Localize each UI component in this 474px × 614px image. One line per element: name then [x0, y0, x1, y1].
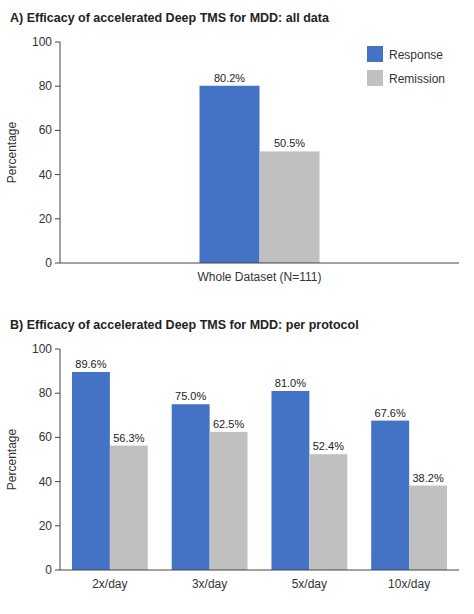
bar: [260, 151, 320, 263]
x-tick-label: Whole Dataset (N=111): [198, 270, 322, 284]
bar: [309, 454, 347, 570]
data-label: 38.2%: [412, 472, 443, 484]
y-tick: [55, 42, 60, 43]
bar: [409, 486, 447, 570]
y-axis: [60, 349, 61, 570]
title: A) Efficacy of accelerated Deep TMS for …: [10, 11, 330, 25]
bar: [271, 391, 309, 570]
data-label: 52.4%: [313, 440, 344, 452]
data-label: 50.5%: [274, 137, 305, 149]
y-axis-label: Percentage: [5, 121, 19, 183]
y-tick-label: 20: [39, 519, 53, 533]
y-tick: [55, 263, 60, 264]
y-tick: [55, 130, 60, 131]
y-tick-label: 20: [39, 212, 53, 226]
data-label: 80.2%: [214, 72, 245, 84]
title: B) Efficacy of accelerated Deep TMS for …: [10, 318, 359, 332]
data-label: 56.3%: [113, 432, 144, 444]
bars: [200, 86, 320, 263]
y-tick-label: 40: [39, 168, 53, 182]
y-tick-label: 0: [45, 256, 52, 270]
figure: A) Efficacy of accelerated Deep TMS for …: [0, 0, 474, 614]
y-tick: [55, 86, 60, 87]
y-tick: [55, 437, 60, 438]
x-tick-label: 2x/day: [92, 577, 127, 591]
panel: B) Efficacy of accelerated Deep TMS for …: [5, 318, 459, 591]
bars: [72, 372, 447, 570]
x-tick-label: 5x/day: [292, 577, 327, 591]
bar: [110, 446, 148, 570]
y-tick: [55, 481, 60, 482]
x-axis: [60, 570, 459, 571]
y-axis-label: Percentage: [5, 428, 19, 490]
y-tick: [55, 218, 60, 219]
data-label: 75.0%: [175, 390, 206, 402]
legend-swatch: [367, 46, 383, 62]
legend-swatch: [367, 70, 383, 86]
y-tick: [55, 174, 60, 175]
y-tick-label: 0: [45, 563, 52, 577]
bar: [210, 432, 248, 570]
y-axis: [60, 42, 61, 263]
y-tick-label: 100: [32, 35, 52, 49]
labels: 80.2% 50.5%: [214, 72, 305, 150]
legend: Response Remission: [367, 46, 445, 86]
panel: A) Efficacy of accelerated Deep TMS for …: [5, 11, 459, 284]
bar: [172, 404, 210, 570]
y-tick-label: 80: [39, 79, 53, 93]
y-tick-label: 100: [32, 342, 52, 356]
y-tick: [55, 393, 60, 394]
data-label: 89.6%: [75, 358, 106, 370]
y-tick-label: 60: [39, 123, 53, 137]
y-tick: [55, 525, 60, 526]
y-tick-label: 40: [39, 475, 53, 489]
x-axis: [60, 263, 459, 264]
bar: [72, 372, 110, 570]
y-tick-label: 80: [39, 386, 53, 400]
data-label: 67.6%: [375, 407, 406, 419]
y-tick: [55, 570, 60, 571]
legend-label: Response: [389, 48, 443, 62]
x-tick-label: 3x/day: [192, 577, 227, 591]
data-label: 62.5%: [213, 418, 244, 430]
data-label: 81.0%: [275, 377, 306, 389]
y-tick-label: 60: [39, 430, 53, 444]
bar: [371, 421, 409, 570]
legend-label: Remission: [389, 72, 445, 86]
x-tick-label: 10x/day: [388, 577, 430, 591]
y-tick: [55, 349, 60, 350]
bar: [200, 86, 260, 263]
labels: 89.6% 56.3% 75.0% 62.5% 81.0% 52.4% 67.6% 38.2%: [75, 358, 444, 484]
